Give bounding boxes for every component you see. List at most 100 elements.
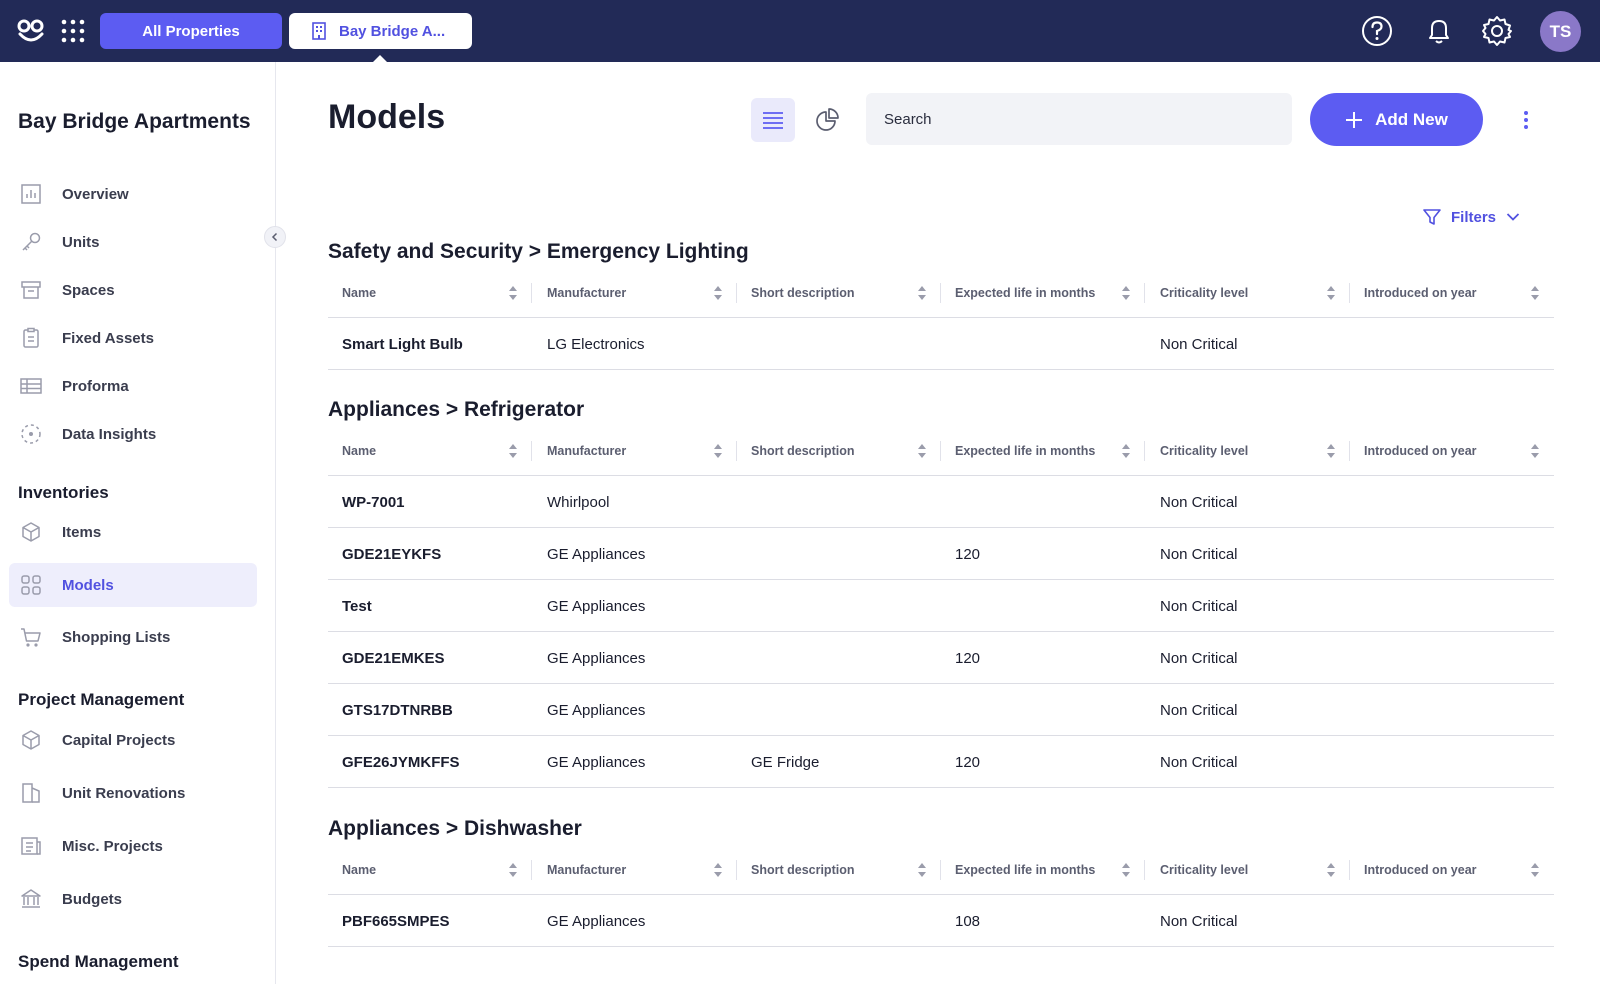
bar-chart-icon [21,184,41,204]
property-tab-label: Bay Bridge A... [339,22,446,40]
column-header-year[interactable]: Introduced on year [1350,426,1554,476]
sort-arrows-icon[interactable] [713,285,723,301]
property-tab[interactable]: Bay Bridge A... [289,13,472,49]
table-row[interactable]: GFE26JYMKFFS GE Appliances GE Fridge 120 Non… [328,736,1554,788]
sidebar-item-shopping-lists[interactable]: Shopping Lists [9,615,257,659]
table-row[interactable]: Test GE Appliances Non Critical [328,580,1554,632]
sidebar-item-spaces[interactable]: Spaces [9,268,257,312]
settings-gear-icon[interactable] [1480,14,1514,48]
sort-arrows-icon[interactable] [1530,285,1540,301]
sort-arrows-icon[interactable] [1326,862,1336,878]
cell-manufacturer: GE Appliances [547,597,646,615]
table-row[interactable]: GDE21EMKES GE Appliances 120 Non Critical [328,632,1554,684]
search-input[interactable] [866,93,1292,145]
sidebar-item-label: Fixed Assets [62,329,154,347]
column-header-label: Name [342,286,377,300]
sort-arrows-icon[interactable] [1530,443,1540,459]
table-header: Name Manufacturer Short description Expecte… [328,268,1554,318]
column-header-name[interactable]: Name [328,426,532,476]
notification-bell-icon[interactable] [1422,14,1456,48]
more-options-button[interactable] [1516,106,1536,134]
sidebar-item-items[interactable]: Items [9,510,257,554]
app-launcher-icon[interactable] [60,18,86,44]
chevron-left-icon [271,232,278,242]
sort-arrows-icon[interactable] [1530,862,1540,878]
all-properties-tab[interactable]: All Properties [100,13,282,49]
sidebar-item-fixed-assets[interactable]: Fixed Assets [9,316,257,360]
column-header-name[interactable]: Name [328,268,532,318]
column-header-name[interactable]: Name [328,845,532,895]
sidebar-item-data-insights[interactable]: Data Insights [9,412,257,456]
column-header-criticality[interactable]: Criticality level [1146,845,1350,895]
table-header: Name Manufacturer Short description Expecte… [328,426,1554,476]
sort-arrows-icon[interactable] [508,862,518,878]
sort-arrows-icon[interactable] [917,285,927,301]
column-header-label: Manufacturer [547,444,627,458]
column-header-year[interactable]: Introduced on year [1350,268,1554,318]
column-header-life[interactable]: Expected life in months [941,268,1145,318]
cell-life [955,580,1145,632]
help-icon[interactable] [1360,14,1394,48]
column-header-label: Short description [751,444,855,458]
cube-icon [22,730,40,750]
table-row[interactable]: WP-7001 Whirlpool Non Critical [328,476,1554,528]
column-header-label: Short description [751,863,855,877]
filters-button[interactable]: Filters [1423,208,1520,226]
chart-view-button[interactable] [805,98,849,142]
column-header-criticality[interactable]: Criticality level [1146,426,1350,476]
column-header-manufacturer[interactable]: Manufacturer [533,426,737,476]
sort-arrows-icon[interactable] [508,285,518,301]
cell-name: GDE21EMKES [342,649,445,667]
cell-name: Test [342,597,372,615]
table-row[interactable]: Smart Light Bulb LG Electronics Non Critic… [328,318,1554,370]
table-row[interactable]: GTS17DTNRBB GE Appliances Non Critical [328,684,1554,736]
column-header-manufacturer[interactable]: Manufacturer [533,268,737,318]
cell-year [1364,580,1554,632]
sort-arrows-icon[interactable] [1326,443,1336,459]
cell-name: GDE21EYKFS [342,545,442,563]
sort-arrows-icon[interactable] [508,443,518,459]
table-row[interactable]: GDE21EYKFS GE Appliances 120 Non Critical [328,528,1554,580]
sort-arrows-icon[interactable] [917,862,927,878]
sidebar-item-proforma[interactable]: Proforma [9,364,257,408]
column-header-label: Expected life in months [955,444,1096,458]
column-header-year[interactable]: Introduced on year [1350,845,1554,895]
user-avatar[interactable]: TS [1540,11,1581,52]
sort-arrows-icon[interactable] [1326,285,1336,301]
sort-arrows-icon[interactable] [1121,285,1131,301]
cell-description [751,476,941,528]
column-header-life[interactable]: Expected life in months [941,426,1145,476]
collapse-sidebar-button[interactable] [264,226,286,248]
column-header-label: Expected life in months [955,286,1096,300]
sidebar-item-models[interactable]: Models [9,563,257,607]
cell-year [1364,684,1554,736]
sidebar-item-units[interactable]: Units [9,220,257,264]
sidebar-item-overview[interactable]: Overview [9,172,257,216]
column-header-description[interactable]: Short description [737,268,941,318]
group-title: Safety and Security > Emergency Lighting [328,240,749,263]
column-header-label: Introduced on year [1364,863,1477,877]
column-header-description[interactable]: Short description [737,426,941,476]
sidebar-item-unit-renovations[interactable]: Unit Renovations [9,771,257,815]
cell-life: 120 [955,753,981,771]
company-logo-icon[interactable] [16,16,46,46]
sort-arrows-icon[interactable] [1121,862,1131,878]
column-header-manufacturer[interactable]: Manufacturer [533,845,737,895]
sidebar-item-capital-projects[interactable]: Capital Projects [9,718,257,762]
column-header-description[interactable]: Short description [737,845,941,895]
cell-life: 120 [955,545,981,563]
add-new-button[interactable]: Add New [1310,93,1483,146]
sort-arrows-icon[interactable] [917,443,927,459]
sort-arrows-icon[interactable] [713,443,723,459]
sort-arrows-icon[interactable] [713,862,723,878]
sidebar-item-misc-projects[interactable]: Misc. Projects [9,824,257,868]
sort-arrows-icon[interactable] [1121,443,1131,459]
section-title-inventories: Inventories [18,483,109,502]
list-view-button[interactable] [751,98,795,142]
column-header-criticality[interactable]: Criticality level [1146,268,1350,318]
column-header-label: Manufacturer [547,863,627,877]
table-row[interactable]: PBF665SMPES GE Appliances 108 Non Critical [328,895,1554,947]
group-title: Appliances > Dishwasher [328,817,582,840]
column-header-life[interactable]: Expected life in months [941,845,1145,895]
sidebar-item-budgets[interactable]: Budgets [9,877,257,921]
